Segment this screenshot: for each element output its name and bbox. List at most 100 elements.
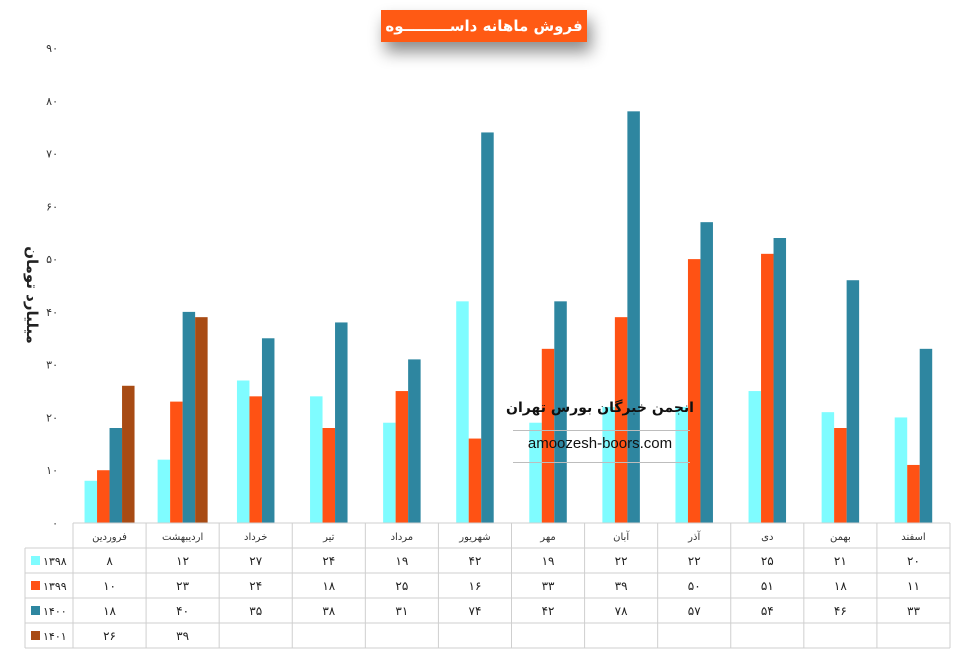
y-tick-label: ۲۰: [46, 411, 58, 424]
bar: [602, 406, 615, 523]
bar: [529, 422, 542, 523]
data-label: ۴۲: [469, 554, 482, 568]
bar: [322, 428, 336, 523]
bar: [748, 391, 762, 523]
bar: [236, 380, 250, 523]
watermark-divider-bottom: [513, 462, 690, 463]
data-label: ۴۶: [834, 604, 847, 618]
bar: [170, 401, 183, 523]
bar: [122, 385, 135, 523]
bar: [700, 222, 713, 523]
data-label: ۲۷: [249, 554, 262, 568]
bar-series: [84, 111, 933, 524]
bar: [395, 391, 409, 523]
data-label: ۳۳: [907, 604, 920, 618]
data-label: ۲۴: [249, 579, 262, 593]
category-label: تیر: [322, 532, 335, 543]
y-axis-label-text: میلیارد تومان: [23, 246, 42, 344]
bar: [383, 422, 396, 523]
legend-series-name: ۱۴۰۱: [43, 630, 67, 643]
data-label: ۲۱: [834, 554, 847, 568]
data-table: فروردین اردیبهشت خرداد تیر مرداد شهریور مهر آبا…: [24, 522, 951, 649]
data-label: ۲۶: [103, 629, 116, 643]
legend-swatch: [31, 631, 40, 640]
y-tick-label: ۰: [52, 517, 58, 530]
category-label: مرداد: [391, 532, 414, 543]
bar: [84, 480, 98, 523]
y-tick-label: ۳۰: [46, 359, 58, 372]
data-label: ۵۴: [761, 604, 774, 618]
watermark-divider-top: [513, 430, 690, 431]
watermark-title: انجمن خبرگان بورس تهران: [506, 400, 694, 416]
data-label: ۵۷: [688, 604, 701, 618]
y-tick-label: ۸۰: [46, 95, 58, 108]
y-axis-ticks: ۰ ۱۰ ۲۰ ۳۰ ۴۰ ۵۰ ۶۰ ۷۰ ۸۰ ۹۰: [46, 42, 58, 530]
bar: [919, 348, 933, 523]
data-label: ۲۲: [688, 554, 701, 568]
data-label: ۱۹: [395, 554, 408, 568]
bar: [907, 464, 920, 523]
category-label: بهمن: [830, 532, 851, 543]
data-label: ۲۰: [907, 554, 920, 568]
data-label: ۱۹: [542, 554, 555, 568]
watermark-url: amoozesh-boors.com: [527, 435, 673, 452]
category-label: فروردین: [92, 532, 127, 543]
bar: [481, 132, 494, 523]
bar: [761, 253, 774, 524]
y-tick-label: ۵۰: [46, 253, 58, 266]
chart-title: فروش ماهانه داســـــــــوه: [381, 10, 587, 42]
data-label: ۷۸: [615, 604, 628, 618]
bar: [554, 301, 567, 523]
data-label: ۳۹: [615, 579, 628, 593]
bar: [249, 396, 262, 523]
data-label: ۱۱: [907, 579, 920, 593]
bar: [335, 322, 348, 523]
legend-series-name: ۱۳۹۸: [43, 555, 67, 568]
legend-swatch: [31, 581, 40, 590]
bar: [109, 428, 123, 523]
data-label: ۱۸: [103, 604, 116, 618]
legend-swatch: [31, 606, 40, 615]
bar: [97, 470, 110, 523]
category-label: آذر: [687, 530, 701, 543]
bar: [195, 317, 208, 523]
data-label: ۲۲: [615, 554, 628, 568]
category-label: دی: [761, 532, 773, 543]
data-label: ۴۲: [542, 604, 555, 618]
legend-series-name: ۱۴۰۰: [43, 605, 67, 618]
data-label: ۱۲: [176, 554, 189, 568]
data-label: ۱۸: [322, 579, 335, 593]
bar: [614, 317, 628, 523]
data-label: ۲۴: [322, 554, 335, 568]
category-label: خرداد: [244, 532, 267, 543]
y-tick-label: ۹۰: [46, 42, 58, 55]
bar: [627, 111, 640, 523]
bar: [821, 412, 835, 523]
data-label: ۲۵: [395, 579, 408, 593]
data-label: ۲۵: [761, 554, 774, 568]
bar: [541, 348, 555, 523]
bar: [157, 459, 171, 523]
bar: [846, 280, 860, 523]
bar: [261, 338, 275, 523]
data-label: ۷۴: [469, 604, 482, 618]
category-label: آبان: [613, 530, 630, 543]
bar: [310, 396, 323, 523]
category-label: اسفند: [901, 532, 925, 543]
bar: [894, 417, 908, 523]
category-label: اردیبهشت: [162, 532, 203, 543]
y-tick-label: ۱۰: [46, 464, 58, 477]
data-label: ۸: [106, 554, 113, 568]
y-axis-label: میلیارد تومان: [12, 246, 52, 344]
category-label: شهریور: [458, 532, 490, 543]
data-label: ۲۳: [176, 579, 189, 593]
bar: [408, 359, 421, 523]
data-label: ۳۹: [176, 629, 189, 643]
y-tick-label: ۷۰: [46, 148, 58, 161]
bar: [834, 428, 847, 523]
data-label: ۵۰: [688, 579, 701, 593]
data-label: ۳۵: [249, 604, 262, 618]
bar: [182, 311, 196, 523]
data-label: ۳۳: [542, 579, 555, 593]
